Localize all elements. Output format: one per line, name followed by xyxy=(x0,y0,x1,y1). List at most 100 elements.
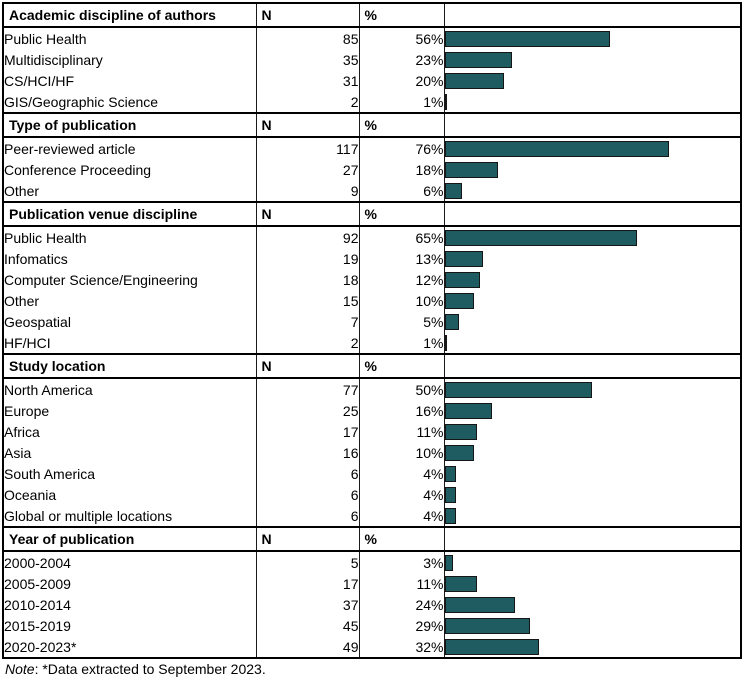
row-pct-value: 23% xyxy=(358,49,444,70)
chart-column-header xyxy=(443,526,741,552)
row-n-value: 5 xyxy=(255,551,359,573)
table-row: Multidisciplinary 35 23% xyxy=(3,49,741,70)
bar xyxy=(445,250,483,267)
bar xyxy=(445,93,448,110)
table-row: Conference Proceeding 27 18% xyxy=(3,159,741,180)
row-label: Infomatics xyxy=(4,250,68,267)
note-label: Note xyxy=(5,661,35,677)
row-n-value: 45 xyxy=(255,615,359,636)
row-n-value: 17 xyxy=(255,573,359,594)
bar xyxy=(445,271,480,288)
row-n-value: 7 xyxy=(255,311,359,332)
bar xyxy=(445,402,492,419)
bar-cell xyxy=(443,551,741,573)
pct-column-header: % xyxy=(358,353,444,379)
row-n-value: 16 xyxy=(255,442,359,463)
row-label: 2020-2023* xyxy=(4,638,77,655)
bar-cell xyxy=(443,484,741,505)
bar-cell xyxy=(443,137,741,159)
row-label: Public Health xyxy=(4,30,87,47)
bar xyxy=(445,507,457,524)
bar-cell xyxy=(443,49,741,70)
row-pct-value: 29% xyxy=(358,615,444,636)
row-pct-value: 11% xyxy=(358,421,444,442)
bar-cell xyxy=(443,226,741,248)
table-row: Public Health 85 56% xyxy=(3,27,741,49)
pct-column-header: % xyxy=(358,2,444,28)
row-pct-value: 76% xyxy=(358,137,444,159)
chart-column-header xyxy=(443,112,741,138)
bar-cell xyxy=(443,573,741,594)
bar xyxy=(445,30,610,47)
row-pct-value: 24% xyxy=(358,594,444,615)
bar xyxy=(445,229,637,246)
section-title: Year of publication xyxy=(3,526,256,552)
row-label: South America xyxy=(4,465,96,482)
bar-cell xyxy=(443,248,741,269)
n-column-header: N xyxy=(255,526,359,552)
bar-cell xyxy=(443,70,741,91)
row-label: 2010-2014 xyxy=(4,596,71,613)
row-label: Europe xyxy=(4,402,50,419)
row-pct-value: 16% xyxy=(358,400,444,421)
bar xyxy=(445,638,540,655)
row-n-value: 92 xyxy=(255,226,359,248)
row-pct-value: 1% xyxy=(358,332,444,354)
row-label: 2000-2004 xyxy=(4,554,71,571)
section-title: Study location xyxy=(3,353,256,379)
table-row: Other 15 10% xyxy=(3,290,741,311)
table-row: 2005-2009 17 11% xyxy=(3,573,741,594)
row-label: Computer Science/Engineering xyxy=(4,271,198,288)
row-label: GIS/Geographic Science xyxy=(4,93,159,110)
bar xyxy=(445,182,463,199)
pct-column-header: % xyxy=(358,112,444,138)
row-n-value: 77 xyxy=(255,378,359,400)
section-header-row: Study location N % xyxy=(3,353,741,379)
table-row: Europe 25 16% xyxy=(3,400,741,421)
row-pct-value: 4% xyxy=(358,484,444,505)
table-row: CS/HCI/HF 31 20% xyxy=(3,70,741,91)
row-label: Geospatial xyxy=(4,313,71,330)
row-label: Asia xyxy=(4,444,32,461)
row-n-value: 6 xyxy=(255,463,359,484)
bar-cell xyxy=(443,91,741,113)
row-pct-value: 65% xyxy=(358,226,444,248)
bar xyxy=(445,381,593,398)
bar xyxy=(445,72,504,89)
row-n-value: 49 xyxy=(255,636,359,658)
row-n-value: 2 xyxy=(255,91,359,113)
bar xyxy=(445,617,531,634)
table-row: 2015-2019 45 29% xyxy=(3,615,741,636)
row-pct-value: 32% xyxy=(358,636,444,658)
table-row: Infomatics 19 13% xyxy=(3,248,741,269)
bar xyxy=(445,161,498,178)
table-row: Other 9 6% xyxy=(3,180,741,202)
section-header-row: Type of publication N % xyxy=(3,112,741,138)
bar xyxy=(445,423,477,440)
table-row: 2020-2023* 49 32% xyxy=(3,636,741,658)
table-row: GIS/Geographic Science 2 1% xyxy=(3,91,741,113)
row-label: 2015-2019 xyxy=(4,617,71,634)
note-text: : *Data extracted to September 2023. xyxy=(34,661,266,677)
bar-cell xyxy=(443,159,741,180)
section-header-row: Year of publication N % xyxy=(3,526,741,552)
row-pct-value: 10% xyxy=(358,442,444,463)
bar-cell xyxy=(443,594,741,615)
pct-column-header: % xyxy=(358,201,444,227)
bar-cell xyxy=(443,615,741,636)
row-n-value: 25 xyxy=(255,400,359,421)
frequency-table: Academic discipline of authors N % Publi… xyxy=(2,2,742,659)
bar xyxy=(445,444,475,461)
row-n-value: 37 xyxy=(255,594,359,615)
bar xyxy=(445,575,477,592)
bar-cell xyxy=(443,311,741,332)
row-pct-value: 20% xyxy=(358,70,444,91)
section-header-row: Publication venue discipline N % xyxy=(3,201,741,227)
bar-cell xyxy=(443,421,741,442)
chart-column-header xyxy=(443,201,741,227)
bar-cell xyxy=(443,332,741,354)
table-row: Asia 16 10% xyxy=(3,442,741,463)
row-n-value: 35 xyxy=(255,49,359,70)
row-pct-value: 56% xyxy=(358,27,444,49)
